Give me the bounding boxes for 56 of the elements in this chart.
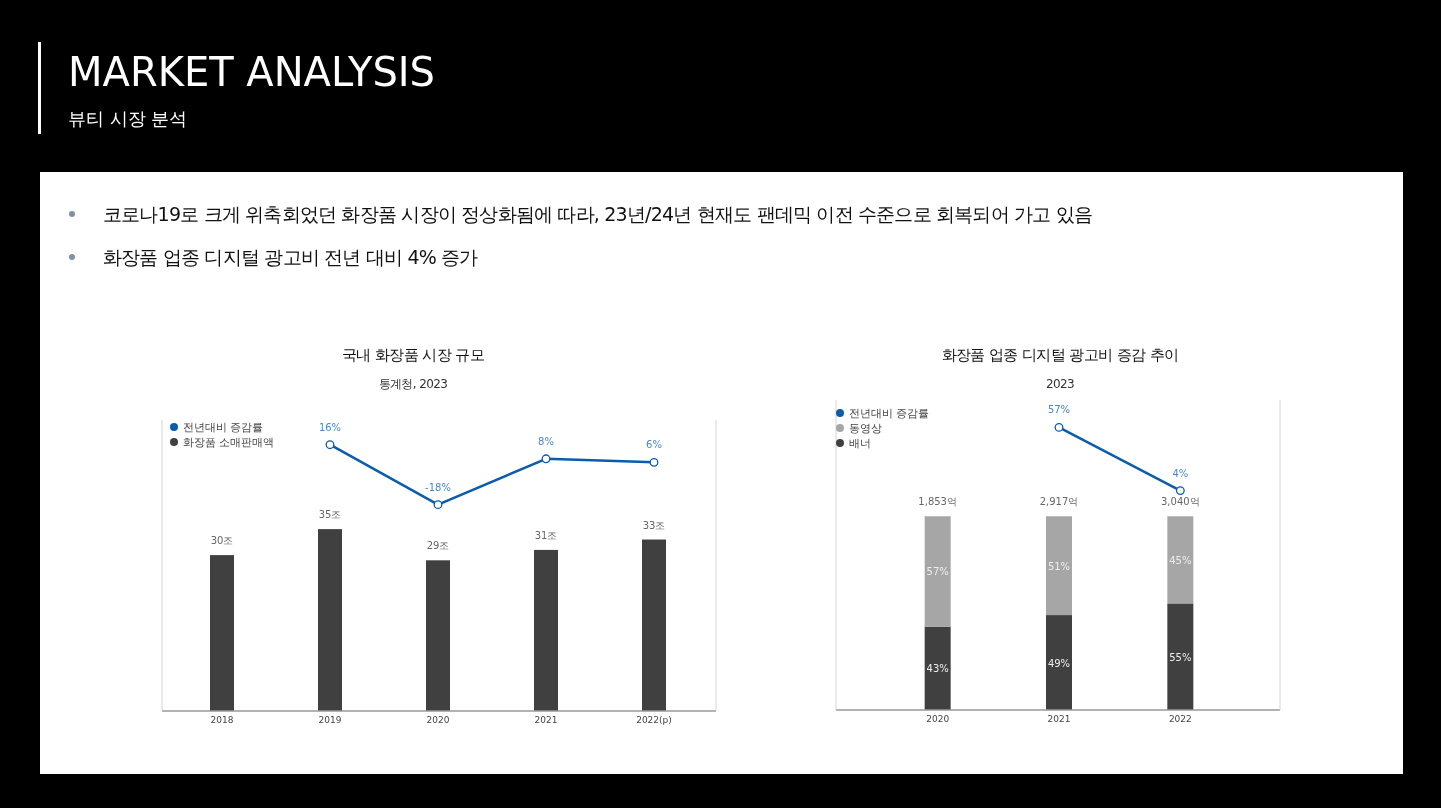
bar: [534, 549, 558, 711]
text: 코로나19로 크게 위축회었던 화장품 시장이 정상화됨에 따라, 23년/24년 현재도 팬데믹 이전 수준으로 회복되어 가고 있음: [103, 203, 1093, 225]
bar: [318, 529, 342, 711]
annotation: 1,853억: [918, 496, 957, 508]
bar: [1167, 516, 1194, 604]
legend-label: 동영상: [849, 422, 882, 435]
data-label: 8%: [538, 435, 554, 447]
annotation: 3,040억: [1161, 496, 1200, 508]
data-label: 33조: [642, 519, 666, 531]
data-label: 30조: [210, 535, 234, 547]
x-tick-label: 2020: [926, 714, 950, 724]
legend-label: 전년대비 증감률: [183, 421, 264, 434]
data-label: 57%: [1047, 404, 1071, 416]
x-tick-label: 2020: [426, 715, 450, 725]
x-tick-label: 2018: [210, 715, 234, 725]
text: MARKET ANALYSIS: [68, 49, 435, 95]
chart-title: 화장품 업종 디지털 광고비 증감 추이: [941, 346, 1179, 364]
point: [433, 500, 443, 510]
x-tick-label: 2021: [534, 715, 558, 725]
data-label: 16%: [318, 421, 342, 433]
legend-label: 전년대비 증감률: [849, 407, 930, 420]
chart-title: 국내 화장품 시장 규모: [341, 346, 485, 364]
x-tick-label: 2022(p): [636, 715, 672, 725]
point: [649, 457, 659, 467]
x-tick-label: 2019: [318, 715, 342, 725]
legend-label: 화장품 소매판매액: [183, 436, 275, 449]
data-label: 57%: [926, 566, 949, 578]
bar: [210, 555, 234, 711]
data-label: -18%: [425, 481, 451, 493]
data-label: 35조: [318, 509, 342, 521]
data-label: 55%: [1169, 651, 1192, 663]
x-tick-label: 2022: [1168, 714, 1192, 724]
bar: [924, 516, 951, 627]
data-label: 45%: [1169, 554, 1192, 566]
data-label: 29조: [426, 540, 450, 552]
bar: [426, 560, 450, 711]
annotation: 2,917억: [1039, 496, 1079, 508]
data-label: 31조: [534, 529, 558, 541]
text: 화장품 업종 디지털 광고비 전년 대비 4% 증가: [103, 246, 479, 268]
data-label: 6%: [646, 439, 662, 451]
point: [541, 454, 551, 464]
chart-subtitle: 통계청, 2023: [378, 377, 448, 391]
x-tick-label: 2021: [1047, 714, 1071, 724]
bar: [1046, 516, 1072, 616]
data-label: 4%: [1172, 467, 1189, 479]
bar: [924, 626, 951, 710]
bar: [1046, 615, 1072, 710]
point: [325, 440, 335, 450]
bar: [642, 539, 666, 711]
bar: [1167, 603, 1194, 710]
data-label: 43%: [926, 663, 949, 675]
chart-subtitle: 2023: [1045, 377, 1075, 391]
legend-label: 배너: [849, 437, 871, 450]
text: 뷰티 시장 분석: [68, 108, 188, 129]
data-label: 51%: [1047, 560, 1071, 572]
data-label: 49%: [1047, 657, 1071, 669]
